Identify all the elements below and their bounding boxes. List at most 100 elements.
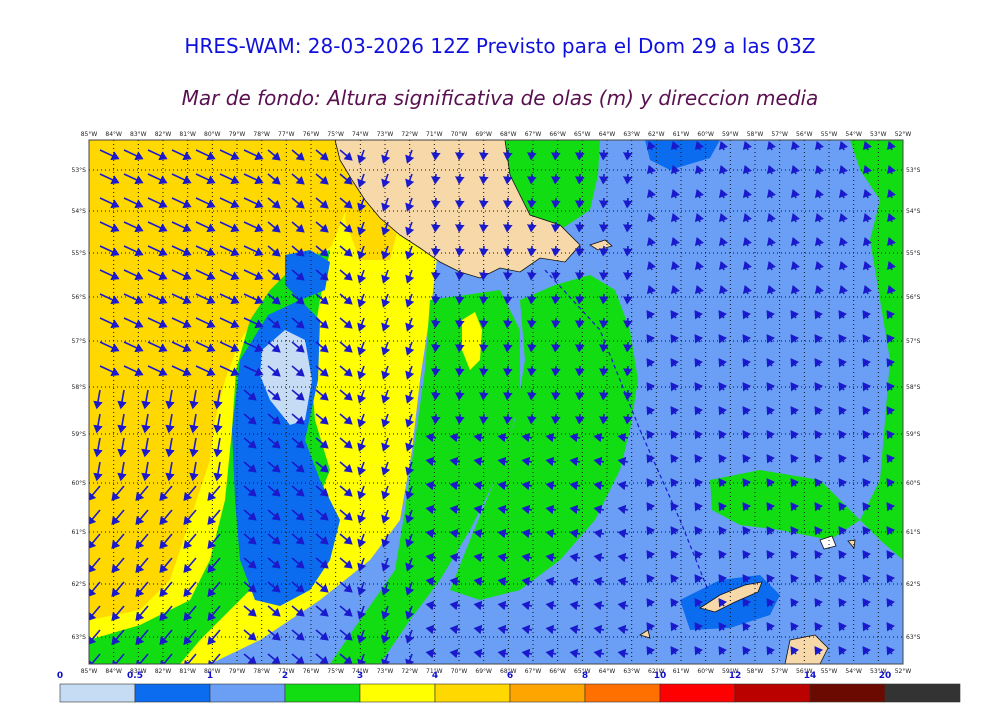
direction-arrow	[219, 269, 240, 281]
direction-arrow	[449, 528, 461, 539]
direction-arrow	[315, 653, 329, 664]
direction-arrow	[742, 140, 752, 151]
direction-arrow	[267, 581, 281, 593]
direction-arrow	[814, 188, 824, 199]
direction-arrow	[526, 173, 537, 185]
direction-arrow	[670, 574, 680, 584]
direction-arrow	[790, 284, 800, 295]
direction-arrow	[545, 504, 557, 515]
direction-arrow	[670, 646, 680, 656]
direction-arrow	[574, 149, 585, 161]
direction-arrow	[521, 480, 533, 491]
direction-arrow	[814, 284, 824, 295]
direction-arrow	[339, 533, 353, 545]
direction-arrow	[502, 269, 513, 281]
direction-arrow	[718, 598, 728, 608]
colorbar-segment	[584, 683, 661, 703]
colorbar-segment	[134, 683, 211, 703]
direction-arrow	[838, 284, 848, 295]
direction-arrow	[694, 406, 704, 416]
direction-arrow	[183, 653, 197, 664]
direction-arrow	[111, 605, 125, 622]
direction-arrow	[862, 188, 872, 199]
lon-label-top: 81°W	[179, 131, 196, 138]
direction-arrow	[291, 293, 305, 305]
direction-arrow	[838, 334, 848, 344]
direction-arrow	[646, 284, 656, 295]
direction-arrow	[790, 430, 800, 440]
direction-arrow	[766, 140, 776, 151]
direction-arrow	[339, 509, 353, 521]
direction-arrow	[814, 622, 824, 632]
direction-arrow	[147, 341, 168, 353]
direction-arrow	[694, 478, 704, 488]
direction-arrow	[405, 653, 415, 664]
direction-arrow	[291, 197, 305, 209]
lat-label-left: 55°S	[72, 250, 87, 257]
direction-arrow	[742, 188, 752, 199]
direction-arrow	[838, 236, 848, 247]
direction-arrow	[814, 358, 824, 368]
direction-arrow	[219, 173, 240, 185]
direction-arrow	[405, 533, 415, 548]
direction-arrow	[550, 269, 561, 281]
lon-label-bottom: 75°W	[327, 668, 344, 675]
lon-label-top: 75°W	[327, 131, 344, 138]
direction-arrow	[718, 502, 728, 512]
latitude-labels-right: 53°S 54°S 55°S 56°S 57°S 58°S 59°S 60°S 61°S 62°S…	[906, 167, 921, 641]
direction-arrow	[718, 140, 728, 151]
lon-label-top: 73°W	[377, 131, 394, 138]
direction-arrow	[381, 437, 391, 452]
direction-arrow	[526, 365, 537, 377]
direction-arrow	[243, 653, 257, 664]
direction-arrow	[694, 140, 704, 151]
direction-arrow	[550, 293, 561, 305]
lon-label-bottom: 72°W	[401, 668, 418, 675]
direction-arrow	[430, 269, 441, 281]
direction-arrow	[405, 605, 415, 620]
lon-label-top: 76°W	[303, 131, 320, 138]
direction-arrow	[473, 600, 485, 611]
direction-arrow	[814, 164, 824, 175]
lon-label-top: 83°W	[130, 131, 147, 138]
direction-arrow	[195, 293, 216, 305]
direction-arrow	[291, 509, 305, 521]
direction-arrow	[502, 173, 513, 185]
direction-arrow	[574, 173, 585, 185]
direction-arrow	[183, 533, 197, 550]
direction-arrow	[243, 341, 264, 353]
direction-arrow	[742, 284, 752, 295]
direction-arrow	[790, 478, 800, 488]
direction-arrow	[718, 310, 728, 320]
direction-arrow	[454, 269, 465, 281]
direction-arrow	[622, 173, 633, 185]
direction-arrow	[766, 188, 776, 199]
direction-arrow	[183, 629, 197, 646]
direction-arrow	[862, 334, 872, 344]
lat-label-left: 63°S	[72, 634, 87, 641]
lat-label-right: 54°S	[906, 208, 921, 215]
direction-arrow	[670, 140, 680, 151]
direction-arrow	[814, 502, 824, 512]
direction-arrow	[171, 269, 192, 281]
direction-arrow	[454, 317, 465, 329]
direction-arrow	[291, 317, 305, 329]
direction-arrow	[718, 550, 728, 560]
direction-arrow	[838, 358, 848, 368]
direction-arrow	[550, 389, 561, 401]
direction-arrow	[267, 509, 281, 521]
direction-arrow	[574, 365, 585, 377]
direction-arrow	[123, 341, 144, 353]
direction-arrow	[497, 528, 509, 539]
lat-label-left: 59°S	[72, 431, 87, 438]
direction-arrow	[670, 598, 680, 608]
lat-label-left: 56°S	[72, 294, 87, 301]
direction-arrow	[550, 197, 561, 209]
direction-arrow	[99, 341, 120, 353]
direction-arrow	[593, 456, 605, 467]
direction-arrow	[291, 533, 305, 545]
direction-arrow	[742, 598, 752, 608]
lon-label-top: 79°W	[229, 131, 246, 138]
direction-arrow	[357, 581, 367, 596]
direction-arrow	[574, 269, 585, 281]
